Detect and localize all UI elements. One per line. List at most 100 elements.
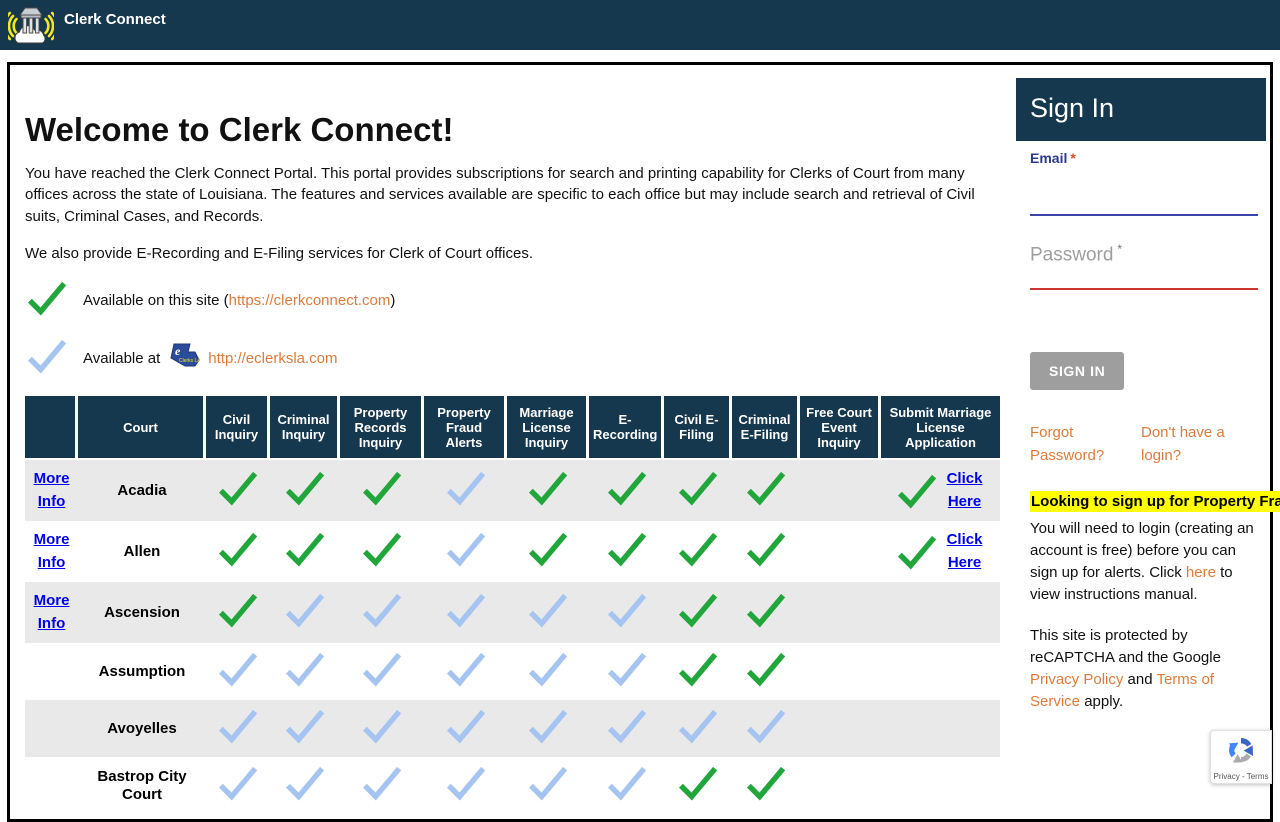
password-field[interactable] xyxy=(1030,266,1258,291)
service-cell xyxy=(800,643,881,700)
blue-check-icon xyxy=(607,710,646,744)
service-cell xyxy=(340,521,424,582)
legend-available-eclerks: Available at e Clerks LA http://eclerksl… xyxy=(25,338,1002,378)
eclerksla-link[interactable]: http://eclerksla.com xyxy=(208,349,338,367)
blue-check-icon xyxy=(285,653,325,687)
property-fraud-banner: Looking to sign up for Property Fraud Al… xyxy=(1030,491,1280,513)
main-content: Welcome to Clerk Connect! You have reach… xyxy=(10,65,1002,815)
blue-check-icon xyxy=(25,338,69,378)
blue-check-icon xyxy=(607,594,646,628)
green-check-icon xyxy=(746,533,786,567)
green-check-icon xyxy=(528,533,568,567)
court-name-cell: Assumption xyxy=(78,643,206,700)
service-cell xyxy=(424,643,507,700)
auth-links-row: Forgot Password? Don't have a login? xyxy=(1030,422,1266,467)
service-cell xyxy=(206,460,270,521)
privacy-policy-link[interactable]: Privacy Policy xyxy=(1030,670,1124,688)
green-check-icon xyxy=(678,653,718,687)
instructions-here-link[interactable]: here xyxy=(1185,563,1216,581)
clerkconnect-link[interactable]: https://clerkconnect.com xyxy=(228,291,391,309)
service-cell xyxy=(589,521,664,582)
green-check-icon xyxy=(218,472,258,506)
legend-text-close: ) xyxy=(390,291,396,309)
blue-check-icon xyxy=(446,767,485,801)
signin-header: Sign In xyxy=(1016,78,1266,141)
column-header: Marriage License Inquiry xyxy=(507,396,589,461)
recaptcha-notice-paragraph: This site is protected by reCAPTCHA and … xyxy=(1030,627,1221,710)
table-row: More Info Acadia Click Here xyxy=(25,460,1000,522)
service-cell xyxy=(507,643,589,700)
green-check-icon xyxy=(285,533,325,567)
email-field[interactable] xyxy=(1030,166,1258,216)
court-name: Ascension xyxy=(104,603,180,621)
service-cell xyxy=(664,521,732,582)
recaptcha-badge[interactable]: Privacy - Terms xyxy=(1210,730,1272,784)
service-cell xyxy=(664,460,732,521)
dont-have-login-link[interactable]: Don't have a login? xyxy=(1141,424,1225,464)
submit-marriage-cell: Click Here xyxy=(881,521,1000,582)
column-header: Court xyxy=(78,396,206,461)
court-name-cell: Allen xyxy=(78,521,206,582)
service-cell xyxy=(340,700,424,757)
terms-of-service-link[interactable]: Terms of Service xyxy=(1030,670,1214,710)
column-header: Civil Inquiry xyxy=(206,396,270,461)
recaptcha-logo-icon xyxy=(1225,738,1257,770)
service-cell xyxy=(270,757,340,814)
service-cell xyxy=(800,757,881,814)
green-check-icon xyxy=(25,280,69,320)
green-check-icon xyxy=(285,472,325,506)
blue-check-icon xyxy=(362,710,402,744)
service-cell xyxy=(732,460,800,521)
table-row: More Info Allen Click Here xyxy=(25,521,1000,583)
green-check-icon xyxy=(678,767,718,801)
more-info-link[interactable]: More Info xyxy=(33,592,70,632)
blue-check-icon xyxy=(285,710,325,744)
email-required-asterisk: * xyxy=(1070,150,1076,166)
blue-check-icon xyxy=(218,767,258,801)
intro-paragraph: You have reached the Clerk Connect Porta… xyxy=(25,165,975,225)
sign-in-button[interactable]: SIGN IN xyxy=(1030,352,1125,391)
blue-check-icon xyxy=(218,653,258,687)
clerk-connect-logo-icon xyxy=(3,3,59,52)
more-info-link[interactable]: More Info xyxy=(33,531,70,571)
service-cell xyxy=(800,460,881,521)
service-cell xyxy=(270,582,340,643)
password-required-asterisk: * xyxy=(1117,242,1123,256)
green-check-icon xyxy=(678,594,718,628)
green-check-icon xyxy=(746,653,786,687)
service-cell xyxy=(507,757,589,814)
column-header: Criminal E-Filing xyxy=(732,396,800,461)
forgot-password-link[interactable]: Forgot Password? xyxy=(1030,424,1105,464)
column-header xyxy=(25,396,78,461)
service-cell xyxy=(800,582,881,643)
service-cell xyxy=(507,700,589,757)
blue-check-icon xyxy=(528,767,568,801)
fraud-instructions-paragraph: You will need to login (creating an acco… xyxy=(1030,520,1254,603)
eclerks-logo-caption: Clerks LA xyxy=(179,358,200,364)
green-check-icon xyxy=(528,472,568,506)
green-check-icon xyxy=(746,767,786,801)
court-name: Bastrop City Court xyxy=(97,767,187,803)
service-cell xyxy=(424,582,507,643)
green-check-icon xyxy=(607,472,646,506)
green-check-icon xyxy=(746,472,786,506)
click-here-link[interactable]: Click Here xyxy=(946,531,983,571)
service-cell xyxy=(270,643,340,700)
column-header: Property Records Inquiry xyxy=(340,396,424,461)
legend-text: Available at xyxy=(83,349,161,367)
service-cell xyxy=(206,700,270,757)
submit-marriage-cell: Click Here xyxy=(881,460,1000,521)
green-check-icon xyxy=(897,474,936,509)
blue-check-icon xyxy=(285,767,325,801)
column-header: E-Recording xyxy=(589,396,664,461)
blue-check-icon xyxy=(446,594,485,628)
blue-check-icon xyxy=(446,533,485,567)
top-navbar: Clerk Connect xyxy=(0,0,1280,50)
column-header: Property Fraud Alerts xyxy=(424,396,507,461)
service-cell xyxy=(732,582,800,643)
table-row: More Info Ascension xyxy=(25,582,1000,644)
password-label: Password * xyxy=(1030,242,1123,266)
click-here-link[interactable]: Click Here xyxy=(946,470,983,510)
more-info-link[interactable]: More Info xyxy=(33,470,70,510)
service-cell xyxy=(732,700,800,757)
